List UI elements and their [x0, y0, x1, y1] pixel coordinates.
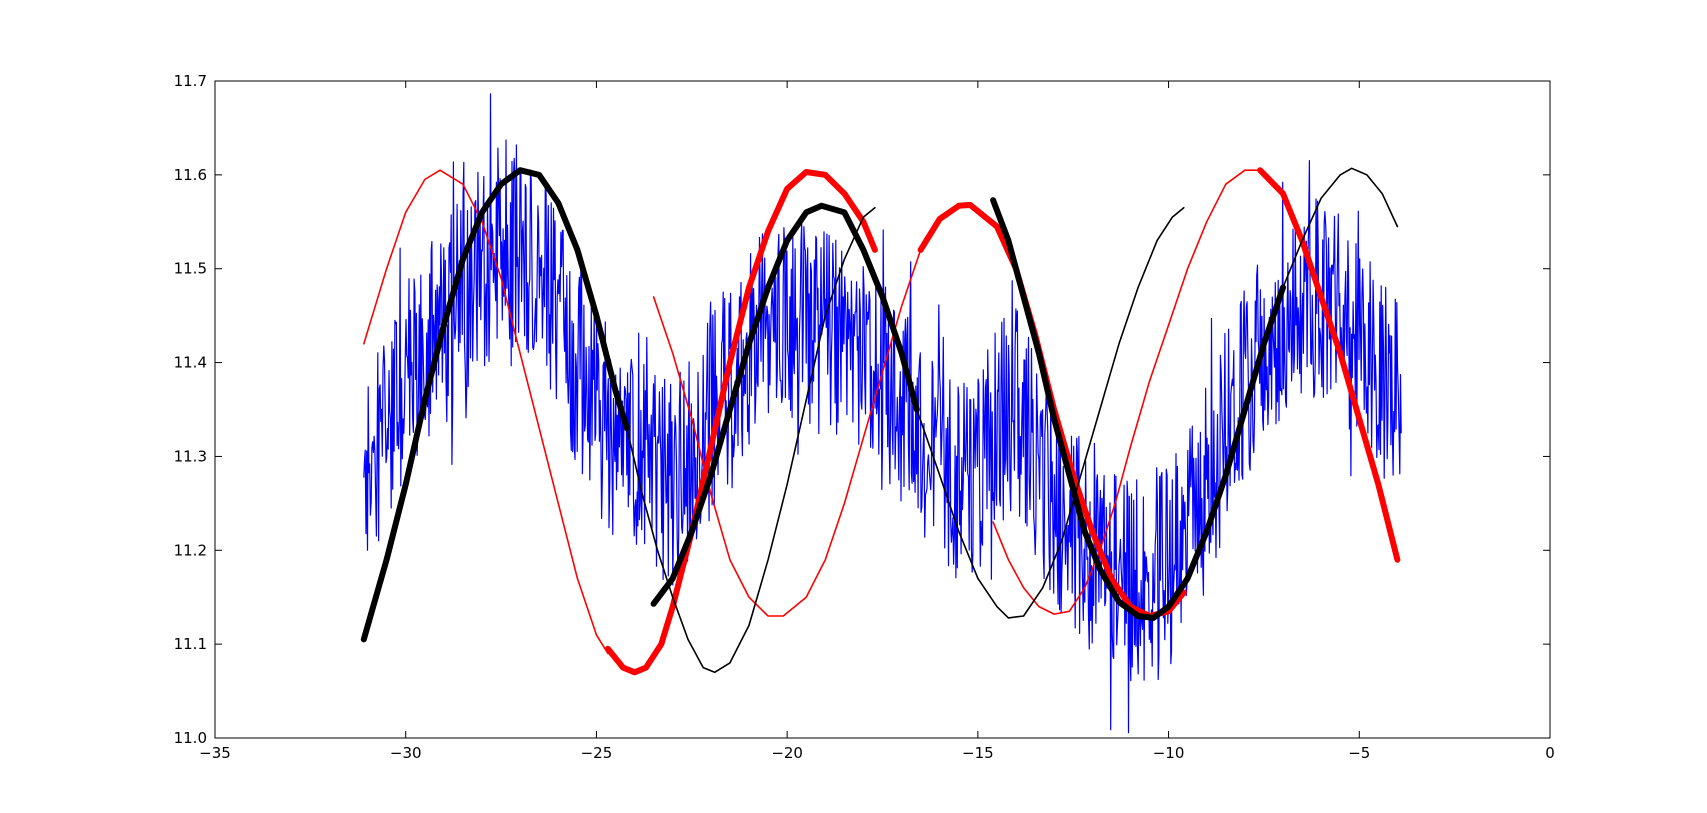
- series-thick-black-11: [990, 197, 1286, 621]
- y-tick-label: 11.7: [174, 72, 207, 90]
- y-tick-label: 11.2: [174, 541, 207, 559]
- series-thin-red-1: [363, 169, 609, 655]
- axes-frame: [214, 80, 1551, 739]
- y-tick-label: 11.0: [174, 729, 207, 747]
- y-tick-label: 11.6: [174, 166, 207, 184]
- series-thin-black-12: [1282, 167, 1399, 289]
- x-tick-label: −10: [1153, 744, 1185, 762]
- series-thick-red-2: [604, 169, 878, 676]
- series-thin-red-3: [652, 204, 960, 617]
- x-tick-label: −35: [199, 744, 231, 762]
- series-noisy-signal: [363, 93, 1402, 734]
- series-thick-black-7: [360, 167, 630, 643]
- y-tick-label: 11.3: [174, 447, 207, 465]
- data-layer: [360, 93, 1402, 734]
- series-thick-red-6: [1257, 167, 1401, 563]
- y-tick-label: 11.5: [174, 260, 207, 278]
- y-tick-label: 11.4: [174, 354, 207, 372]
- ticks-layer: −35 −30 −25 −20 −15 −10 −5 0 11.0 11.1 11.2 11.3 11.…: [174, 72, 1555, 762]
- x-tick-label: −15: [962, 744, 994, 762]
- x-tick-label: −5: [1348, 744, 1370, 762]
- series-thin-black-8: [626, 206, 876, 674]
- series-thick-black-9: [650, 202, 920, 607]
- x-tick-label: 0: [1545, 744, 1555, 762]
- x-tick-label: −20: [771, 744, 803, 762]
- x-tick-label: −25: [581, 744, 613, 762]
- y-tick-label: 11.1: [174, 635, 207, 653]
- x-tick-label: −30: [390, 744, 422, 762]
- series-thin-black-10: [916, 206, 1185, 619]
